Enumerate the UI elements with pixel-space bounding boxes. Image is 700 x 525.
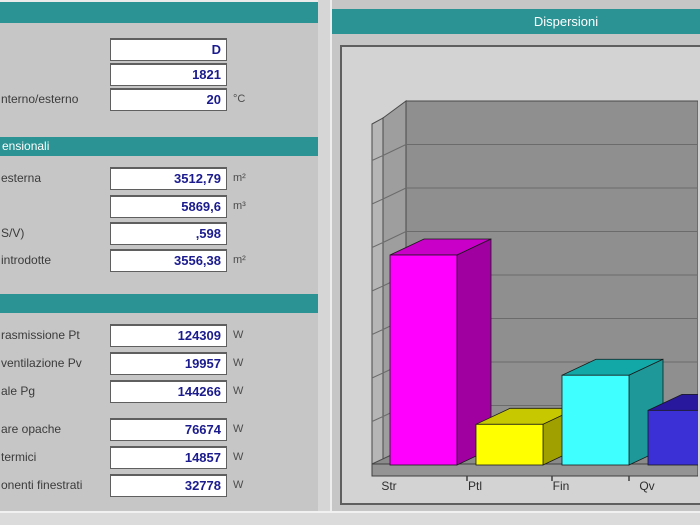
bottom-strip [0, 511, 700, 525]
category-label-Qv: Qv [639, 479, 654, 493]
section-dimensionali-bar: ensionali [0, 137, 318, 156]
gridline-wrap [371, 187, 407, 205]
field-unit: W [233, 479, 244, 491]
left-panel-header-bar [0, 2, 318, 23]
left-panel: D 1821 nterno/esterno 20 °C ensionali es… [0, 0, 318, 511]
field-row: S/V) ,598 [0, 222, 318, 245]
field-row: esterna 3512,79 m² [0, 167, 318, 190]
field-rapporto-sv[interactable]: ,598 [110, 222, 227, 245]
chart-title-bar: Dispersioni [332, 9, 700, 34]
field-row: 5869,6 m³ [0, 195, 318, 218]
field-row: nterno/esterno 20 °C [0, 88, 318, 111]
field-unit: °C [233, 93, 246, 105]
field-unit: m² [233, 172, 246, 184]
field-label: ventilazione Pv [1, 356, 82, 370]
general-field-1[interactable]: D [110, 38, 227, 61]
field-row: rasmissione Pt 124309 W [0, 324, 318, 347]
category-label-Fin: Fin [553, 479, 570, 493]
bar-Qv [647, 409, 698, 466]
field-label: termici [1, 450, 37, 464]
right-panel: Dispersioni Str Ptl Fin Qv [332, 0, 700, 511]
bars-layer [389, 238, 698, 466]
gridline-wrap [371, 144, 407, 161]
field-unit: W [233, 385, 244, 397]
axis-ticks [466, 476, 630, 481]
field-row: are opache 76674 W [0, 418, 318, 441]
field-label: nterno/esterno [1, 92, 79, 106]
dispersioni-chart: Str Ptl Fin Qv [340, 45, 700, 505]
bar-Fin [561, 374, 630, 466]
bar-Ptl [475, 423, 544, 466]
field-unit: W [233, 329, 244, 341]
general-field-2[interactable]: 1821 [110, 63, 227, 86]
field-potenza-ventilazione[interactable]: 19957 [110, 352, 227, 375]
field-unit: m² [233, 254, 246, 266]
field-superficie-esterna[interactable]: 3512,79 [110, 167, 227, 190]
field-componenti-finestrati[interactable]: 32778 [110, 474, 227, 497]
panel-divider [318, 0, 332, 511]
field-salto-termico[interactable]: 20 [110, 88, 227, 111]
bar-Str [389, 254, 458, 466]
chart-title: Dispersioni [533, 14, 599, 29]
field-row: 1821 [0, 63, 318, 86]
field-strutture-opache[interactable]: 76674 [110, 418, 227, 441]
field-label: esterna [1, 171, 42, 185]
field-label: S/V) [1, 226, 25, 240]
field-label: ale Pg [1, 384, 36, 398]
category-label-Str: Str [381, 479, 396, 493]
field-volume[interactable]: 5869,6 [110, 195, 227, 218]
field-label: introdotte [1, 253, 52, 267]
panel-top-highlight [0, 0, 318, 2]
field-label: are opache [1, 422, 62, 436]
section-title: ensionali [2, 139, 50, 153]
field-unit: m³ [233, 200, 246, 212]
field-label: onenti finestrati [1, 478, 83, 492]
field-unit: W [233, 451, 244, 463]
field-row: ale Pg 144266 W [0, 380, 318, 403]
section-potenze-bar [0, 294, 318, 313]
field-row: termici 14857 W [0, 446, 318, 469]
chart-left-wall-edge [371, 117, 384, 477]
field-ponti-termici[interactable]: 14857 [110, 446, 227, 469]
chart-svg: Str Ptl Fin Qv [371, 100, 698, 493]
field-label: rasmissione Pt [1, 328, 80, 342]
field-row: introdotte 3556,38 m² [0, 249, 318, 272]
gridline-wrap [371, 231, 407, 248]
field-unit: W [233, 357, 244, 369]
field-row: ventilazione Pv 19957 W [0, 352, 318, 375]
field-potenza-trasmissione[interactable]: 124309 [110, 324, 227, 347]
field-unit: W [233, 423, 244, 435]
field-row: D [0, 38, 318, 61]
field-potenza-totale[interactable]: 144266 [110, 380, 227, 403]
x-axis-band [371, 463, 698, 477]
category-label-Ptl: Ptl [468, 479, 482, 493]
field-row: onenti finestrati 32778 W [0, 474, 318, 497]
category-labels-layer: Str Ptl Fin Qv [381, 479, 654, 493]
field-superfici-introdotte[interactable]: 3556,38 [110, 249, 227, 272]
